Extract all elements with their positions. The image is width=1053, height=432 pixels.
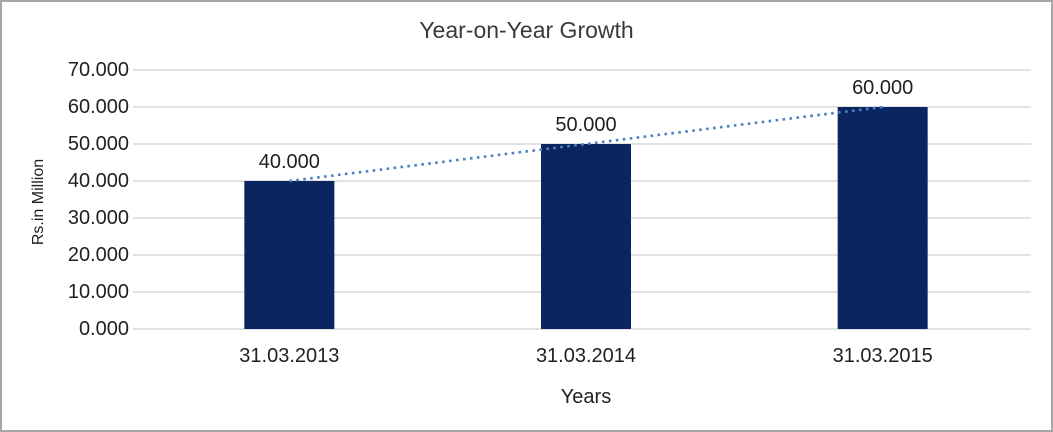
bar-31.03.2014 [541,144,631,329]
x-tick-label: 31.03.2014 [535,345,637,367]
y-tick-label: 30.000 [67,207,129,229]
data-label: 50.000 [555,114,617,136]
x-axis-title: Years [560,386,612,408]
x-tick-label: 31.03.2013 [239,345,340,367]
y-tick-label: 70.000 [67,59,129,81]
y-tick-label: 0.000 [78,318,129,340]
bar-31.03.2013 [244,181,335,329]
y-tick-label: 60.000 [67,96,129,118]
y-tick-label: 50.000 [67,133,129,155]
y-tick-label: 20.000 [67,244,129,266]
trendline [289,105,883,183]
data-label: 60.000 [852,77,914,99]
y-tick-label: 40.000 [67,170,129,192]
data-label: 40.000 [258,151,320,173]
y-tick-label: 10.000 [67,281,129,303]
chart-title: Year-on-Year Growth [419,17,634,43]
x-tick-label: 31.03.2015 [832,345,933,367]
bar-31.03.2015 [837,107,928,329]
